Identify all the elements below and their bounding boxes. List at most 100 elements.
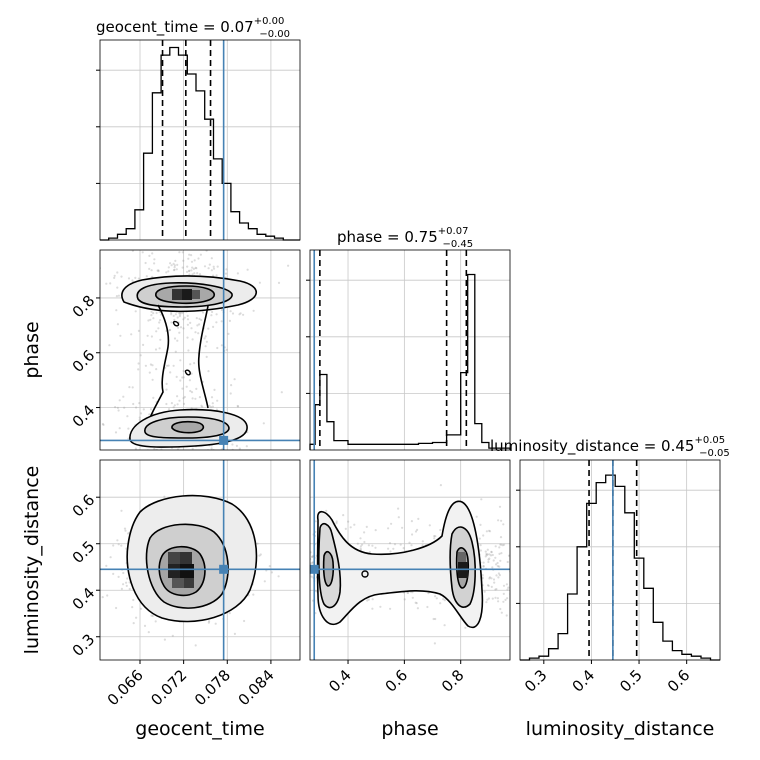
sample-point — [210, 396, 214, 399]
contour-inner — [171, 420, 205, 434]
sample-point — [361, 543, 364, 546]
sample-point — [186, 314, 189, 317]
sample-point — [176, 453, 178, 455]
sample-point — [514, 595, 516, 597]
truth-marker — [309, 460, 510, 660]
sample-point — [407, 591, 410, 595]
sample-point — [224, 272, 228, 275]
sample-point — [158, 347, 161, 350]
sample-point — [163, 495, 166, 498]
sample-point — [193, 259, 196, 262]
x-tick-label: 0.078 — [191, 666, 234, 709]
sample-point — [167, 408, 171, 411]
sample-point — [353, 523, 356, 526]
sample-point — [156, 269, 159, 272]
sample-point — [190, 372, 193, 375]
sample-point — [204, 345, 207, 348]
sample-point — [186, 336, 189, 339]
sample-point — [371, 544, 374, 547]
sample-point — [194, 266, 197, 269]
sample-point — [434, 672, 436, 674]
sample-point — [128, 587, 131, 591]
sample-point — [116, 323, 119, 326]
sample-point — [179, 313, 182, 316]
sample-point — [498, 546, 501, 549]
sample-point — [170, 321, 173, 324]
sample-point — [196, 324, 199, 327]
sample-point — [114, 431, 118, 434]
sample-point — [122, 571, 125, 575]
sample-point — [198, 465, 200, 467]
sample-point — [181, 311, 184, 315]
sample-point — [195, 387, 198, 390]
sample-point — [117, 294, 120, 297]
sample-point — [487, 529, 491, 532]
sample-point — [482, 564, 485, 568]
sample-point — [102, 423, 105, 426]
sample-point — [173, 264, 176, 267]
sample-point — [137, 329, 140, 332]
sample-point — [507, 586, 510, 589]
y-tick-label: 0.3 — [69, 630, 99, 660]
truth-point — [219, 564, 229, 574]
sample-point — [260, 530, 262, 532]
sample-point — [112, 544, 115, 547]
sample-point — [117, 575, 120, 579]
sample-point — [188, 379, 191, 382]
x-axis-label-luminosity-distance: luminosity_distance — [526, 718, 715, 740]
sample-point — [190, 260, 194, 263]
sample-point — [178, 399, 181, 402]
sample-point — [190, 407, 193, 410]
sample-point — [135, 616, 138, 619]
sample-point — [126, 415, 129, 418]
sample-point — [212, 265, 215, 268]
sample-point — [498, 565, 501, 568]
sample-point — [185, 270, 189, 273]
sample-point — [208, 474, 210, 476]
density-peak — [458, 552, 466, 562]
sample-point — [216, 346, 219, 350]
sample-point — [488, 530, 492, 533]
sample-point — [194, 331, 197, 334]
sample-point — [277, 281, 281, 284]
sample-point — [151, 614, 154, 618]
sample-point — [116, 271, 119, 274]
sample-point — [112, 468, 114, 470]
sample-point — [289, 541, 291, 543]
sample-point — [225, 348, 228, 351]
sample-point — [464, 626, 467, 629]
y-tick-label: 0.6 — [69, 346, 99, 376]
sample-point — [517, 528, 519, 530]
sample-point — [120, 587, 123, 591]
sample-point — [188, 253, 191, 256]
sample-point — [410, 544, 413, 547]
sample-point — [151, 275, 154, 278]
sample-point — [287, 264, 290, 267]
sample-point — [484, 550, 487, 553]
sample-point — [307, 560, 309, 562]
sample-point — [118, 399, 121, 402]
sample-point — [363, 540, 366, 544]
sample-point — [500, 519, 503, 522]
sample-point — [212, 267, 216, 270]
sample-point — [165, 364, 169, 367]
sample-point — [486, 584, 490, 587]
sample-point — [152, 317, 155, 320]
sample-point — [191, 472, 193, 474]
sample-point — [154, 348, 158, 351]
sample-point — [433, 535, 436, 538]
sample-point — [434, 617, 437, 621]
sample-point — [347, 520, 350, 523]
sample-point — [209, 406, 213, 409]
x-tick-label: 0.072 — [147, 666, 190, 709]
sample-point — [179, 311, 182, 314]
sample-point — [494, 588, 497, 591]
sample-point — [190, 327, 193, 330]
sample-point — [186, 265, 189, 268]
sample-point — [172, 406, 175, 409]
sample-point — [147, 631, 150, 634]
sample-point — [210, 447, 213, 450]
axes-frame — [519, 459, 721, 661]
sample-point — [486, 598, 489, 601]
sample-point — [192, 456, 194, 458]
